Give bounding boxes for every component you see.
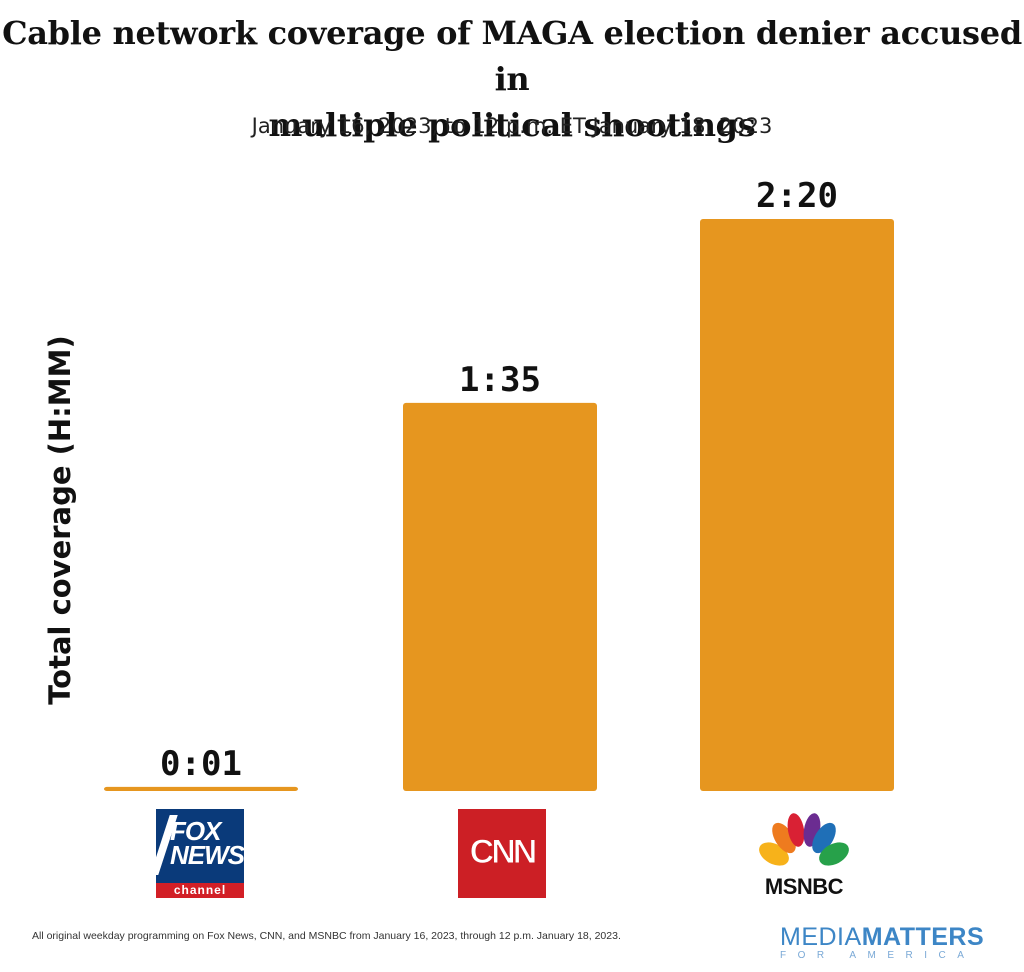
fox-logo-channel-band: channel [156, 883, 244, 898]
peacock-icon [759, 813, 849, 868]
bar-value-label-cnn: 1:35 [459, 360, 541, 400]
bar-value-label-fox-news: 0:01 [160, 744, 242, 784]
cnn-logo-text: CNN [469, 833, 538, 872]
media-matters-logo-line-2: FOR AMERICA [780, 950, 976, 961]
chart-title-line-1: Cable network coverage of MAGA election … [2, 14, 1022, 98]
media-matters-logo: MEDIAMATTERS FOR AMERICA [780, 924, 990, 964]
y-axis-label: Total coverage (H:MM) [43, 335, 77, 705]
bar-fox-news [104, 786, 298, 791]
media-matters-logo-bold-word: MATTERS [861, 923, 985, 951]
chart-title: Cable network coverage of MAGA election … [0, 10, 1024, 148]
peacock-feather-blue [812, 822, 836, 854]
chart-title-line-2: multiple political shootings [268, 106, 756, 144]
media-matters-logo-light-word: MEDIA [780, 923, 862, 951]
bar-value-label-msnbc: 2:20 [756, 176, 838, 216]
fox-news-logo: FOX NEWS channel [150, 809, 245, 898]
peacock-body [798, 846, 810, 868]
bars-group [104, 219, 894, 791]
msnbc-logo: MSNBC [752, 812, 856, 904]
footnote: All original weekday programming on Fox … [32, 930, 621, 942]
media-matters-logo-line-1: MEDIAMATTERS [780, 924, 990, 950]
bar-value-labels-group: 0:01 1:35 2:20 [160, 176, 838, 784]
fox-logo-text: FOX NEWS [170, 816, 245, 870]
peacock-feather-red [787, 813, 805, 847]
peacock-feather-orange [772, 822, 796, 854]
bar-cnn [403, 402, 597, 791]
fox-logo-line-2: NEWS [170, 840, 245, 870]
msnbc-logo-text: MSNBC [764, 874, 844, 899]
chart-subtitle: January 16, 2023, to 12 p.m. ET January … [251, 114, 773, 138]
peacock-feather-green [819, 842, 849, 866]
bar-msnbc [700, 219, 894, 791]
cnn-logo: CNN [458, 809, 546, 898]
fox-logo-line-1: FOX [170, 816, 221, 846]
